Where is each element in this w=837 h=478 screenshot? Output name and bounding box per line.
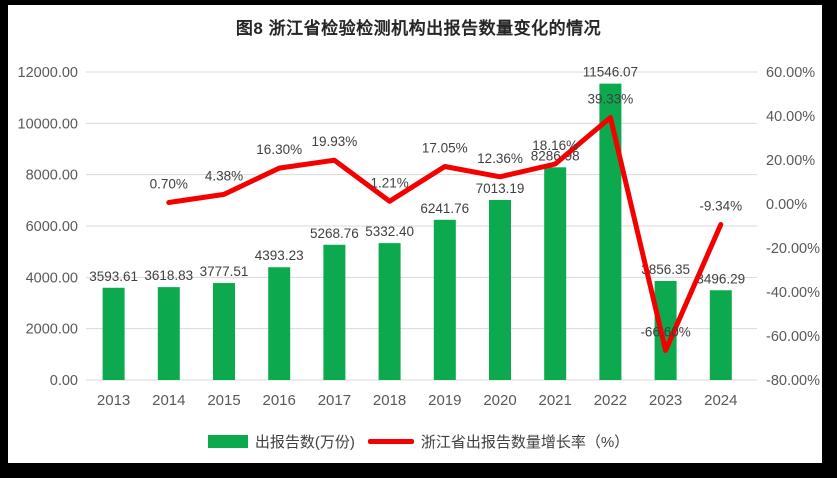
growth-value-label: 19.93% bbox=[312, 134, 358, 149]
bar-2020 bbox=[489, 199, 511, 380]
left-axis-tick: 4000.00 bbox=[26, 270, 78, 286]
bar-value-label: 3618.83 bbox=[144, 268, 193, 283]
bar-2019 bbox=[433, 219, 456, 380]
bar-2016 bbox=[268, 267, 291, 380]
growth-value-label: 39.33% bbox=[588, 91, 634, 106]
chart-canvas bbox=[8, 5, 822, 463]
bar-value-label: 4393.23 bbox=[255, 248, 304, 263]
growth-value-label: 16.30% bbox=[256, 142, 302, 157]
x-axis-label: 2016 bbox=[263, 392, 296, 409]
bar-value-label: 5332.40 bbox=[365, 224, 414, 239]
growth-value-label: -9.34% bbox=[699, 199, 742, 214]
left-axis-tick: 8000.00 bbox=[26, 168, 78, 184]
left-axis-tick: 10000.00 bbox=[18, 116, 78, 132]
bar-2014 bbox=[157, 287, 180, 380]
left-axis-tick: 0.00 bbox=[50, 373, 78, 389]
x-axis-label: 2023 bbox=[649, 392, 682, 409]
growth-value-label: 12.36% bbox=[477, 151, 523, 166]
growth-value-label: -66.60% bbox=[640, 325, 690, 340]
legend-line-label: 浙江省出报告数量增长率（%） bbox=[420, 434, 630, 451]
legend-line-swatch bbox=[367, 439, 414, 444]
bar-value-label: 6241.76 bbox=[420, 201, 469, 216]
x-axis-label: 2013 bbox=[97, 392, 130, 409]
chart-title: 图8 浙江省检验检测机构出报告数量变化的情况 bbox=[235, 19, 602, 38]
bar-value-label: 3856.35 bbox=[641, 262, 690, 277]
growth-value-label: 1.21% bbox=[370, 175, 408, 190]
bar-value-label: 5268.76 bbox=[310, 226, 359, 241]
right-axis-tick: 40.00% bbox=[766, 109, 815, 125]
bar-2017 bbox=[323, 244, 346, 380]
right-axis-tick: -20.00% bbox=[766, 241, 820, 257]
x-axis-label: 2021 bbox=[539, 392, 572, 409]
right-axis-tick: 20.00% bbox=[766, 153, 815, 169]
legend-bar-swatch bbox=[207, 435, 248, 448]
bar-2024 bbox=[709, 290, 732, 380]
bar-value-label: 7013.19 bbox=[476, 181, 525, 196]
left-axis-tick: 6000.00 bbox=[26, 219, 78, 235]
x-axis-label: 2022 bbox=[594, 392, 627, 409]
growth-line bbox=[166, 115, 724, 353]
bar-2023 bbox=[654, 281, 677, 380]
x-axis-label: 2020 bbox=[483, 392, 516, 409]
x-axis-label: 2024 bbox=[704, 392, 737, 409]
bar-value-label: 11546.07 bbox=[583, 65, 638, 80]
right-axis-tick: -80.00% bbox=[766, 373, 820, 389]
bar-2021 bbox=[544, 167, 567, 380]
left-axis-tick: 12000.00 bbox=[18, 65, 78, 81]
x-axis-label: 2017 bbox=[318, 392, 351, 409]
bar-value-label: 3777.51 bbox=[200, 264, 249, 279]
growth-value-label: 4.38% bbox=[205, 168, 243, 183]
right-axis-tick: -60.00% bbox=[766, 329, 820, 345]
legend-bar-label: 出报告数(万份) bbox=[254, 434, 355, 451]
right-axis-tick: -40.00% bbox=[766, 285, 820, 301]
right-axis-tick: 60.00% bbox=[766, 65, 815, 81]
right-axis-tick: 0.00% bbox=[766, 197, 807, 213]
bar-value-label: 3496.29 bbox=[696, 271, 745, 286]
growth-value-label: 17.05% bbox=[422, 140, 468, 155]
bar-2015 bbox=[213, 283, 235, 380]
growth-value-label: 0.70% bbox=[150, 176, 188, 191]
bar-value-label: 3593.61 bbox=[89, 269, 138, 284]
x-axis-label: 2014 bbox=[152, 392, 185, 409]
bar-2022 bbox=[599, 83, 622, 380]
growth-value-label: 18.16% bbox=[532, 138, 578, 153]
left-axis-tick: 2000.00 bbox=[26, 322, 78, 338]
x-axis-label: 2018 bbox=[373, 392, 406, 409]
bar-2018 bbox=[378, 243, 401, 380]
legend: 出报告数(万份) 浙江省出报告数量增长率（%） bbox=[0, 431, 837, 452]
bar-2013 bbox=[102, 287, 125, 380]
x-axis-label: 2015 bbox=[207, 392, 240, 409]
x-axis-label: 2019 bbox=[428, 392, 461, 409]
